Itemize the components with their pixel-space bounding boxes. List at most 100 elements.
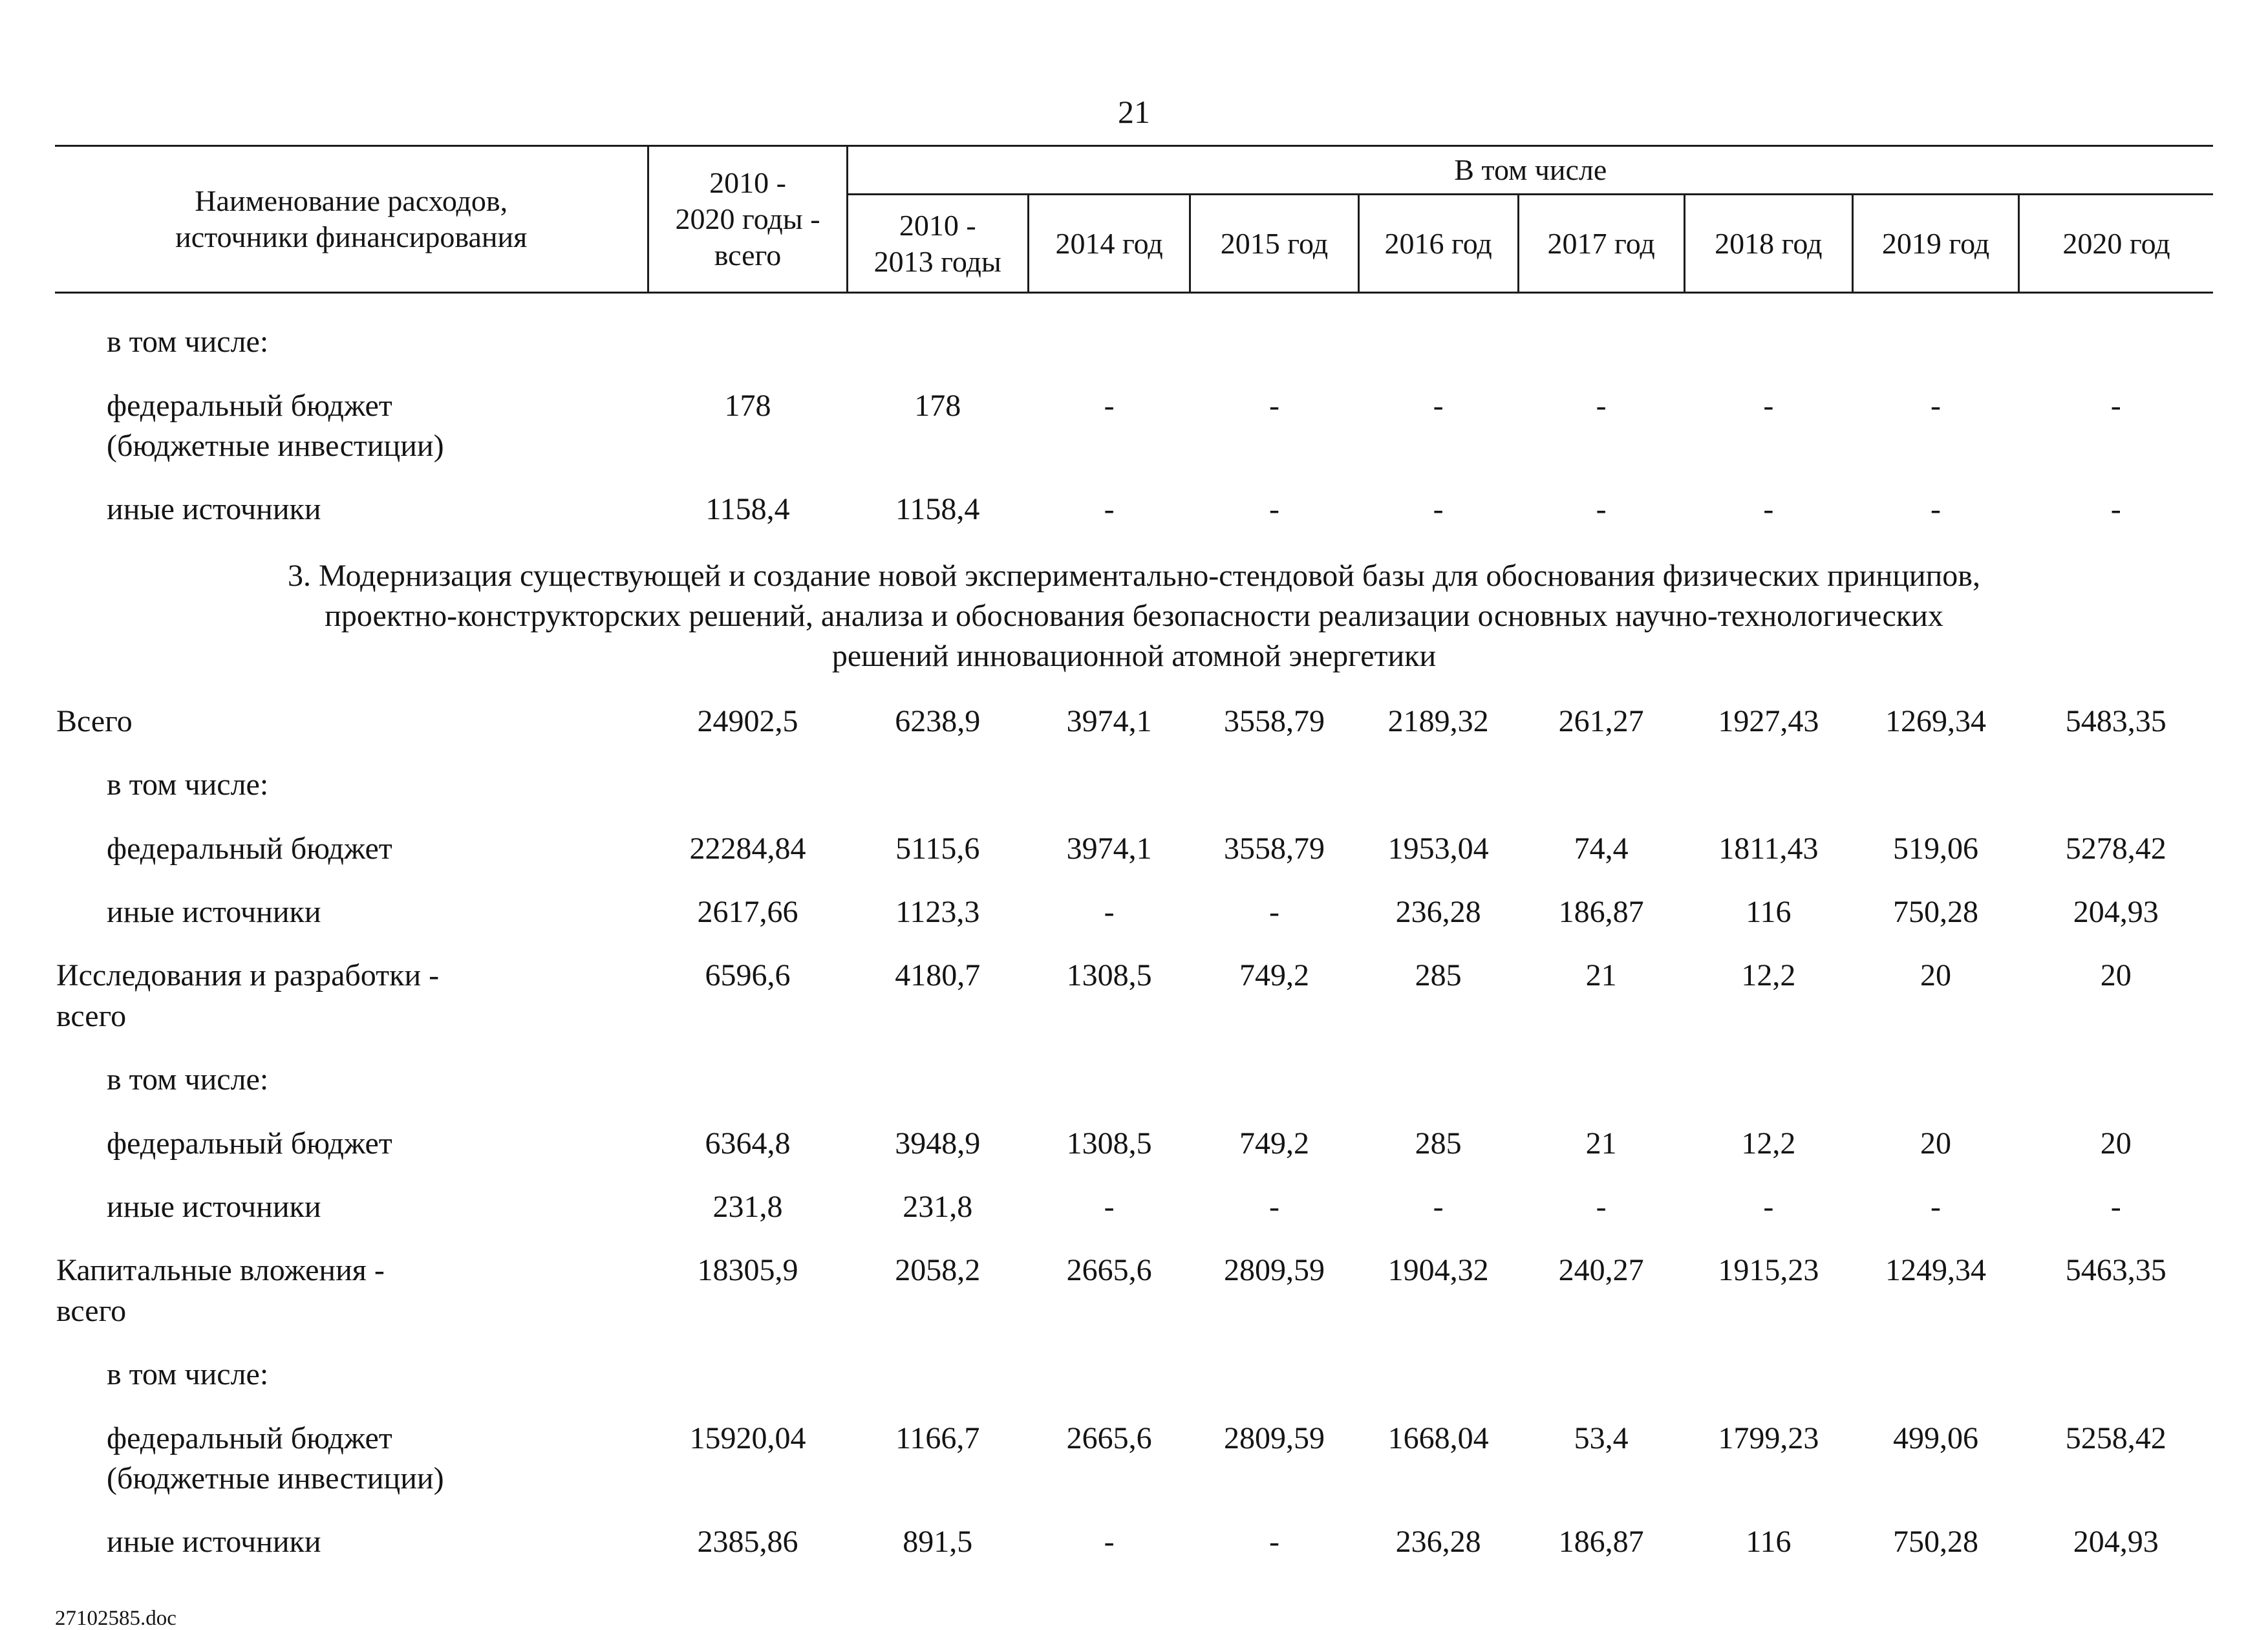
row-label: в том числе: xyxy=(107,1357,269,1392)
cell-value xyxy=(1853,745,2019,809)
cell-value: 2385,86 xyxy=(697,1525,798,1560)
cell-value: - xyxy=(1433,388,1444,423)
header-group-including: В том числе xyxy=(846,144,2213,196)
cell-value: 1915,23 xyxy=(1718,1253,1819,1288)
cell-value xyxy=(847,745,1028,809)
cell-value xyxy=(1518,1335,1684,1399)
row-label: в том числе: xyxy=(107,767,269,802)
row-label: в том числе: xyxy=(107,1062,269,1097)
cell-value: 2058,2 xyxy=(895,1253,981,1288)
cell-value: 5115,6 xyxy=(895,831,980,866)
cell-value xyxy=(2019,745,2213,809)
header-year: 2018 год xyxy=(1683,193,1854,294)
header-year: 2014 год xyxy=(1027,193,1192,294)
cell-value: 116 xyxy=(1746,895,1792,930)
row-label: Всего xyxy=(56,703,133,738)
cell-value: 2809,59 xyxy=(1223,1421,1325,1455)
cell-value: - xyxy=(1268,1525,1279,1560)
cell-value: 236,28 xyxy=(1395,1525,1481,1560)
cell-value: 3974,1 xyxy=(1066,831,1152,866)
cell-value xyxy=(1358,1335,1518,1399)
cell-value xyxy=(648,1040,847,1104)
cell-value: 24902,5 xyxy=(697,703,798,738)
cell-value: - xyxy=(1268,1189,1279,1224)
data-row: Исследования и разработки - всего 6596,6 4… xyxy=(55,936,2213,1040)
cell-value xyxy=(847,293,1028,367)
cell-value: 1799,23 xyxy=(1718,1421,1819,1455)
cell-value: 6596,6 xyxy=(705,958,791,993)
row-label: иные источники xyxy=(107,895,321,930)
cell-value: 20 xyxy=(2100,1126,2132,1161)
table-body: в том числе: федеральный бюджет (бюджетны… xyxy=(55,293,2213,1567)
cell-value: 261,27 xyxy=(1558,703,1644,738)
cell-value: - xyxy=(1931,388,1942,423)
cell-value: 236,28 xyxy=(1395,895,1481,930)
cell-value: - xyxy=(1268,388,1279,423)
row-label: федеральный бюджет (бюджетные инвестиции… xyxy=(107,388,444,463)
cell-value: - xyxy=(1268,895,1279,930)
row-label: иные источники xyxy=(107,492,321,527)
cell-value: 21 xyxy=(1585,1126,1617,1161)
cell-value xyxy=(1358,1040,1518,1104)
cell-value: 1904,32 xyxy=(1387,1253,1489,1288)
cell-value xyxy=(1518,745,1684,809)
cell-value: 1158,4 xyxy=(895,492,980,527)
cell-value xyxy=(1190,745,1358,809)
cell-value: 750,28 xyxy=(1893,1525,1979,1560)
cell-value xyxy=(1190,293,1358,367)
cell-value: 3558,79 xyxy=(1223,703,1325,738)
cell-value: 18305,9 xyxy=(697,1253,798,1288)
cell-value xyxy=(2019,1040,2213,1104)
cell-value: - xyxy=(1104,1189,1115,1224)
cell-value: 4180,7 xyxy=(895,958,981,993)
header-expense-name: Наименование расходов, источники финанси… xyxy=(55,144,650,294)
row-label: иные источники xyxy=(107,1189,321,1224)
cell-value: - xyxy=(1763,1189,1774,1224)
cell-value: 3558,79 xyxy=(1223,831,1325,866)
cell-value: 2617,66 xyxy=(697,895,798,930)
cell-value xyxy=(1518,293,1684,367)
cell-value: 1158,4 xyxy=(705,492,790,527)
cell-value: - xyxy=(1596,388,1607,423)
cell-value: 231,8 xyxy=(712,1189,783,1224)
cell-value: - xyxy=(1763,492,1774,527)
cell-value xyxy=(1518,1040,1684,1104)
header-year: 2015 год xyxy=(1189,193,1360,294)
cell-value: 116 xyxy=(1746,1525,1792,1560)
cell-value xyxy=(1853,1040,2019,1104)
cell-value: - xyxy=(1596,1189,1607,1224)
cell-value: 178 xyxy=(914,388,961,423)
cell-value: 1953,04 xyxy=(1387,831,1489,866)
cell-value: - xyxy=(1104,388,1115,423)
cell-value xyxy=(847,1040,1028,1104)
cell-value xyxy=(648,745,847,809)
data-row: иные источники 231,8 231,8 - - - - - - - xyxy=(55,1168,2213,1231)
data-row: федеральный бюджет 22284,84 5115,6 3974,1 35… xyxy=(55,810,2213,873)
cell-value: - xyxy=(1268,492,1279,527)
cell-value xyxy=(1358,293,1518,367)
header-year: 2019 год xyxy=(1852,193,2020,294)
cell-value: - xyxy=(2110,492,2121,527)
cell-value xyxy=(1684,1335,1852,1399)
row-label: федеральный бюджет (бюджетные инвестиции… xyxy=(107,1421,444,1496)
cell-value: 12,2 xyxy=(1741,1126,1796,1161)
cell-value: 1269,34 xyxy=(1885,703,1987,738)
data-row: федеральный бюджет (бюджетные инвестиции… xyxy=(55,367,2213,471)
cell-value xyxy=(1190,1040,1358,1104)
cell-value: 3948,9 xyxy=(895,1126,981,1161)
cell-value: 749,2 xyxy=(1239,958,1309,993)
cell-value: - xyxy=(1104,1525,1115,1560)
cell-value: 5258,42 xyxy=(2065,1421,2166,1455)
cell-value: - xyxy=(1104,492,1115,527)
data-row: федеральный бюджет (бюджетные инвестиции… xyxy=(55,1399,2213,1503)
cell-value: 5483,35 xyxy=(2065,703,2166,738)
header-year: 2010 - 2013 годы xyxy=(846,193,1029,294)
cell-value xyxy=(648,1335,847,1399)
header-total-2010-2020: 2010 - 2020 годы - всего xyxy=(647,144,848,294)
cell-value: 750,28 xyxy=(1893,895,1979,930)
cell-value: 1308,5 xyxy=(1066,958,1152,993)
row-label: федеральный бюджет xyxy=(107,831,392,866)
cell-value: 21 xyxy=(1585,958,1617,993)
cell-value xyxy=(1190,1335,1358,1399)
